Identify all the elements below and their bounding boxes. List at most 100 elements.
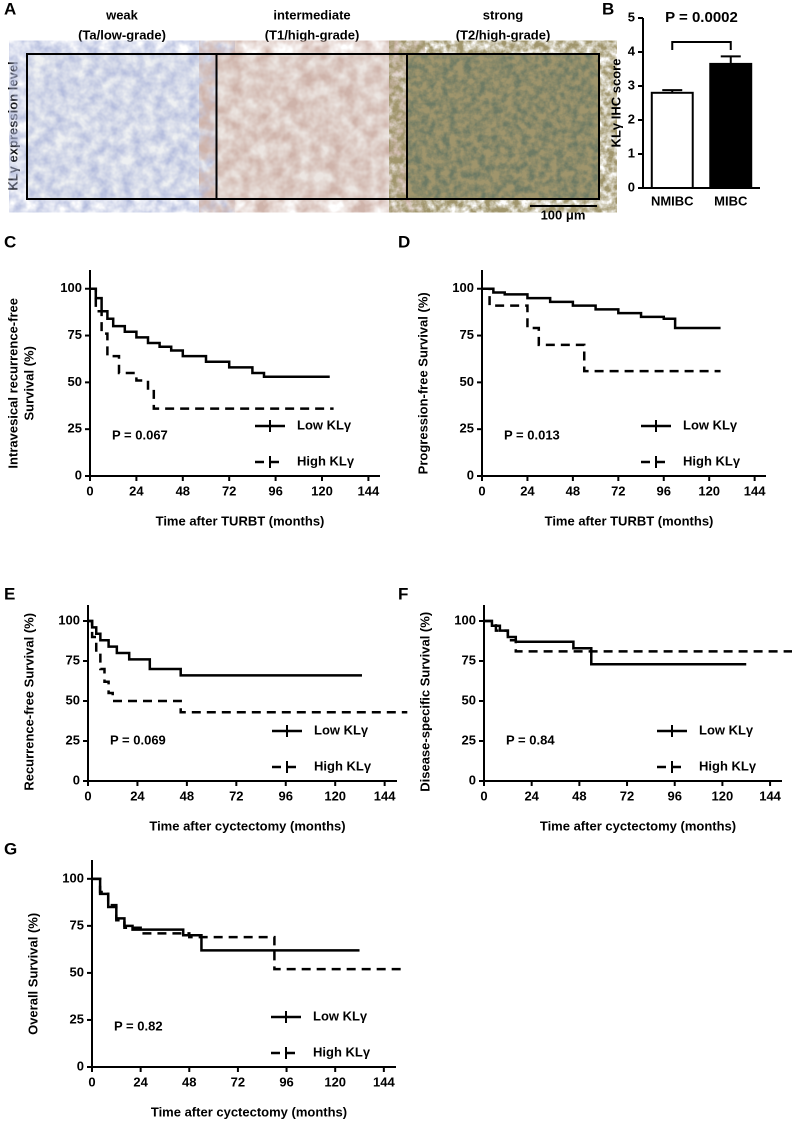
y-axis-label: Intravesical recurrence-free [5,298,20,469]
survival-curve [484,619,747,666]
y-axis-label: Disease-specific Survival (%) [417,612,432,792]
x-tick-label: 24 [130,788,145,803]
x-tick-label: 48 [176,483,190,498]
y-tick-label: 75 [68,327,82,342]
y-axis-label: Overall Survival (%) [25,913,40,1035]
x-tick-label: 96 [667,788,681,803]
legend-label: High KLγ [683,453,741,468]
y-tick-label: 50 [70,964,84,979]
image-texture [218,55,406,198]
survival-curve [92,877,407,971]
panel-label: E [4,584,15,603]
x-tick-label: 96 [268,483,282,498]
x-tick-label: 120 [712,788,734,803]
legend-label: Low KLγ [683,417,738,432]
y-axis-label: KLγ expression level [5,61,20,190]
survival-curve [88,619,408,714]
legend-label: High KLγ [314,758,372,773]
survival-curve [90,287,330,378]
y-tick-label: 50 [66,692,80,707]
annotation: P = 0.067 [112,427,168,442]
legend-label: High KLγ [699,758,757,773]
panel-label: F [398,584,408,603]
image-texture [28,55,216,198]
bar [709,62,753,189]
x-tick-label: 0 [480,788,487,803]
y-tick-label: 25 [68,421,82,436]
y-tick-label: 25 [70,1011,84,1026]
panel-label: D [398,232,410,251]
y-tick-label: 0 [77,1058,84,1073]
annotation: P = 0.013 [504,427,560,442]
legend-label: Low KLγ [699,722,754,737]
annotation: P = 0.84 [506,732,555,747]
y-tick-label: 0 [469,772,476,787]
y-tick-label: 25 [460,421,474,436]
bar [650,91,694,189]
survival-curve [482,287,721,330]
x-tick-label: 120 [324,788,346,803]
y-tick-label: 25 [462,732,476,747]
x-axis-label: Time after TURBT (months) [156,513,325,528]
y-tick-label: 50 [68,374,82,389]
survival-curve [92,877,360,952]
panel-a: A weak (Ta/low-grade) intermediate (T1/h… [4,0,600,222]
panel-label: C [4,232,16,251]
scale-bar-label: 100 μm [541,207,586,222]
y-tick-label: 75 [460,327,474,342]
image-frame [26,53,600,200]
legend-label: Low KLγ [314,722,369,737]
y-tick-label: 75 [70,917,84,932]
x-tick-label: 72 [222,483,236,498]
image-texture [408,55,598,198]
x-tick-label: 120 [324,1074,346,1089]
x-tick-label: 96 [657,483,671,498]
panel-label: G [4,839,17,858]
y-tick-label: 50 [460,374,474,389]
survival-curve [90,287,334,410]
y-tick-label: 25 [66,732,80,747]
x-tick-label: 24 [524,788,539,803]
y-tick-label: 0 [73,772,80,787]
y-axis-label: KLγ IHC score [608,59,623,148]
y-tick-label: 100 [58,612,80,627]
y-tick-label: 4 [628,43,636,58]
y-tick-label: 50 [462,692,476,707]
x-tick-label: 120 [311,483,333,498]
y-tick-label: 2 [628,111,635,126]
survival-curve [88,619,362,677]
x-tick-label: 144 [759,788,781,803]
y-tick-label: 1 [628,145,635,160]
y-axis-label: Survival (%) [21,346,36,420]
y-tick-label: 0 [75,467,82,482]
column-subtitle: (T2/high-grade) [456,27,551,42]
survival-curve [484,619,792,653]
annotation: P = 0.069 [110,732,166,747]
x-axis-label: Time after cyctectomy (months) [151,1104,347,1119]
y-tick-label: 100 [454,612,476,627]
x-tick-label: 72 [611,483,625,498]
x-tick-label: 0 [88,1074,95,1089]
x-tick-label: 0 [478,483,485,498]
annotation: P = 0.0002 [665,9,738,26]
x-tick-label: 0 [84,788,91,803]
x-tick-label: 144 [744,483,766,498]
column-subtitle: (Ta/low-grade) [78,27,166,42]
significance-bracket [671,41,732,50]
y-tick-label: 100 [62,870,84,885]
y-tick-label: 100 [452,280,474,295]
y-axis-label: Progression-free Survival (%) [415,292,430,474]
x-axis-label: Time after TURBT (months) [545,513,714,528]
x-tick-label: 72 [229,788,243,803]
column-title: weak [105,7,139,22]
x-tick-label: 24 [133,1074,148,1089]
x-tick-label: 48 [182,1074,196,1089]
y-tick-label: 3 [628,77,635,92]
column-subtitle: (T1/high-grade) [265,27,360,42]
x-tick-label: 96 [279,1074,293,1089]
x-tick-label: 72 [231,1074,245,1089]
x-tick-label: 24 [129,483,144,498]
x-axis-label: Time after cyctectomy (months) [149,818,345,833]
x-axis-label: Time after cyctectomy (months) [540,818,736,833]
